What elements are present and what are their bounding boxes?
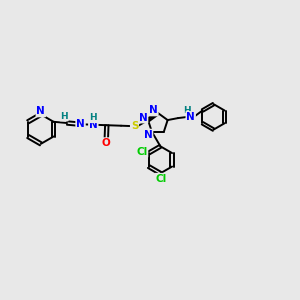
Text: Cl: Cl	[136, 147, 147, 157]
Text: N: N	[149, 106, 158, 116]
Text: Cl: Cl	[155, 174, 166, 184]
Text: H: H	[60, 112, 68, 121]
Text: N: N	[144, 130, 152, 140]
Text: H: H	[89, 113, 97, 122]
Text: N: N	[89, 120, 98, 130]
Text: O: O	[102, 138, 111, 148]
Text: N: N	[76, 119, 85, 129]
Text: N: N	[36, 106, 45, 116]
Text: N: N	[139, 112, 148, 123]
Text: S: S	[131, 121, 138, 131]
Text: N: N	[186, 112, 195, 122]
Text: H: H	[184, 106, 191, 115]
